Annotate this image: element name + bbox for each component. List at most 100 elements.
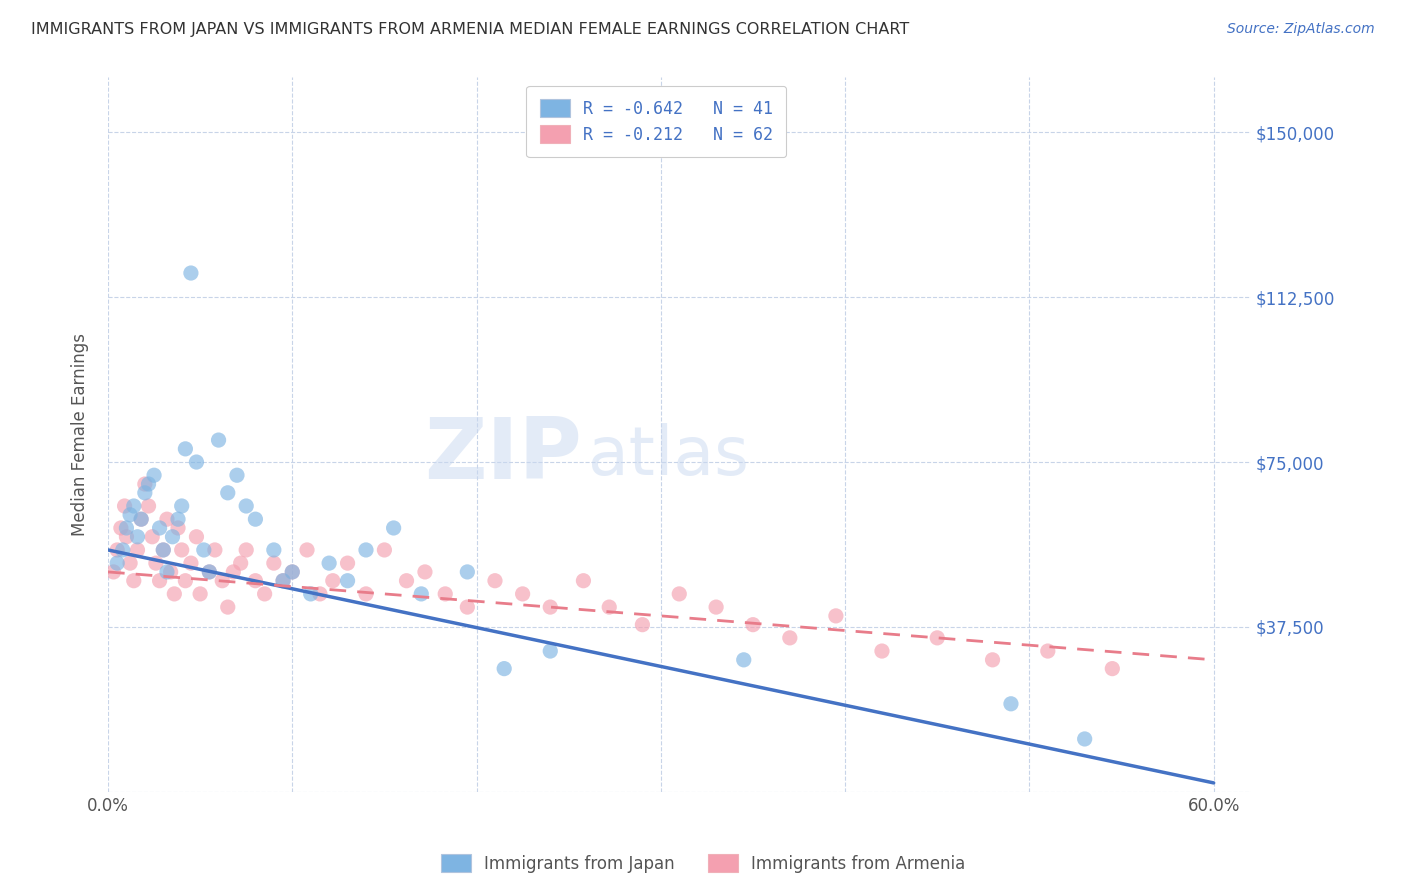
Point — [354, 543, 377, 558]
Point — [162, 530, 184, 544]
Point — [295, 543, 318, 558]
Point — [163, 587, 186, 601]
Point — [186, 455, 208, 469]
Point — [115, 530, 138, 544]
Point — [152, 543, 174, 558]
Point — [152, 543, 174, 558]
Point — [598, 600, 620, 615]
Point — [110, 521, 132, 535]
Point — [1000, 697, 1022, 711]
Point — [127, 530, 149, 544]
Point — [299, 587, 322, 601]
Point — [207, 433, 229, 447]
Point — [156, 565, 179, 579]
Point — [456, 600, 478, 615]
Point — [572, 574, 595, 588]
Point — [120, 556, 142, 570]
Point — [779, 631, 801, 645]
Point — [538, 600, 561, 615]
Point — [138, 477, 160, 491]
Point — [538, 644, 561, 658]
Text: Source: ZipAtlas.com: Source: ZipAtlas.com — [1227, 22, 1375, 37]
Point — [413, 565, 436, 579]
Point — [141, 530, 163, 544]
Point — [733, 653, 755, 667]
Point — [411, 587, 433, 601]
Point — [180, 266, 202, 280]
Point — [318, 556, 340, 570]
Point — [271, 574, 294, 588]
Point — [138, 499, 160, 513]
Point — [134, 485, 156, 500]
Point — [226, 468, 249, 483]
Legend: Immigrants from Japan, Immigrants from Armenia: Immigrants from Japan, Immigrants from A… — [434, 847, 972, 880]
Point — [127, 543, 149, 558]
Point — [211, 574, 233, 588]
Point — [156, 512, 179, 526]
Point — [1073, 731, 1095, 746]
Point — [668, 587, 690, 601]
Text: atlas: atlas — [588, 423, 749, 489]
Point — [129, 512, 152, 526]
Point — [217, 485, 239, 500]
Point — [188, 587, 211, 601]
Point — [217, 600, 239, 615]
Point — [229, 556, 252, 570]
Point — [253, 587, 276, 601]
Point — [456, 565, 478, 579]
Point — [263, 556, 285, 570]
Point — [105, 543, 128, 558]
Point — [494, 662, 516, 676]
Point — [174, 574, 197, 588]
Point — [122, 499, 145, 513]
Point — [129, 512, 152, 526]
Point — [484, 574, 506, 588]
Point — [198, 565, 221, 579]
Point — [870, 644, 893, 658]
Point — [631, 617, 654, 632]
Point — [373, 543, 395, 558]
Point — [170, 499, 193, 513]
Point — [336, 574, 359, 588]
Point — [235, 499, 257, 513]
Legend: R = -0.642   N = 41, R = -0.212   N = 62: R = -0.642 N = 41, R = -0.212 N = 62 — [526, 86, 786, 157]
Point — [143, 468, 166, 483]
Point — [186, 530, 208, 544]
Point — [281, 565, 304, 579]
Point — [309, 587, 332, 601]
Point — [105, 556, 128, 570]
Point — [1101, 662, 1123, 676]
Point — [180, 556, 202, 570]
Point — [395, 574, 418, 588]
Point — [281, 565, 304, 579]
Point — [263, 543, 285, 558]
Point — [159, 565, 181, 579]
Point — [167, 512, 190, 526]
Point — [114, 499, 136, 513]
Point — [322, 574, 344, 588]
Point — [382, 521, 405, 535]
Point — [145, 556, 167, 570]
Y-axis label: Median Female Earnings: Median Female Earnings — [72, 333, 89, 536]
Point — [120, 508, 142, 522]
Point — [170, 543, 193, 558]
Text: ZIP: ZIP — [425, 415, 582, 498]
Point — [825, 608, 848, 623]
Point — [1036, 644, 1059, 658]
Point — [115, 521, 138, 535]
Point — [434, 587, 457, 601]
Point — [354, 587, 377, 601]
Point — [235, 543, 257, 558]
Point — [704, 600, 727, 615]
Point — [271, 574, 294, 588]
Text: IMMIGRANTS FROM JAPAN VS IMMIGRANTS FROM ARMENIA MEDIAN FEMALE EARNINGS CORRELAT: IMMIGRANTS FROM JAPAN VS IMMIGRANTS FROM… — [31, 22, 910, 37]
Point — [204, 543, 226, 558]
Point — [193, 543, 215, 558]
Point — [103, 565, 125, 579]
Point — [149, 521, 172, 535]
Point — [512, 587, 534, 601]
Point — [198, 565, 221, 579]
Point — [245, 512, 267, 526]
Point — [174, 442, 197, 456]
Point — [927, 631, 949, 645]
